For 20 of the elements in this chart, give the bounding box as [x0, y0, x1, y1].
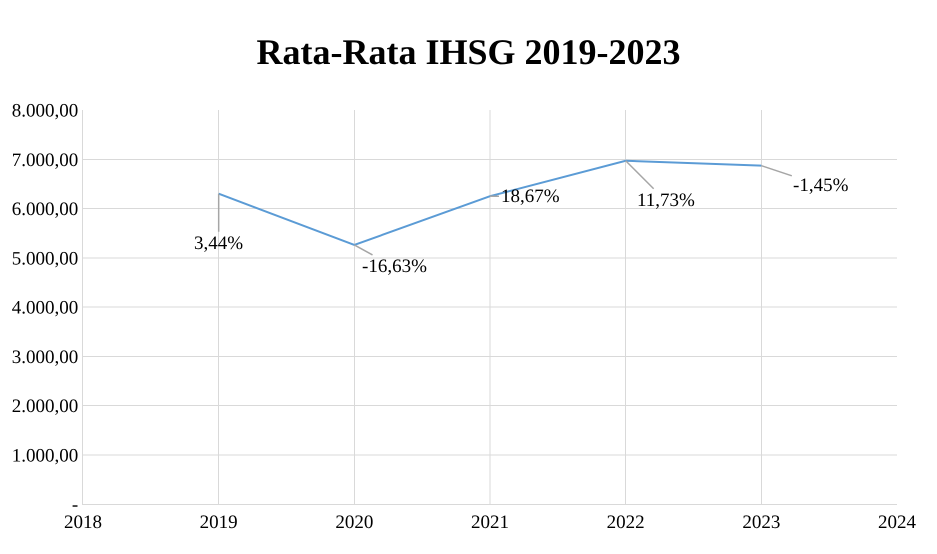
x-tick-label: 2021	[471, 512, 509, 533]
x-tick-label: 2022	[606, 512, 645, 533]
y-tick-label: 2.000,00	[12, 396, 78, 418]
annotation: -16,63%	[362, 256, 428, 277]
y-tick-label: 5.000,00	[12, 248, 78, 270]
x-tick-label: 2020	[335, 512, 374, 533]
x-tick-label: 2024	[878, 512, 916, 533]
annotation: 11,73%	[637, 190, 696, 211]
y-tick-label: 8.000,00	[12, 100, 78, 122]
annotation: 3,44%	[194, 233, 244, 254]
y-tick-label: 7.000,00	[12, 150, 78, 171]
chart-title: Rata-Rata IHSG 2019-2023	[256, 32, 680, 72]
y-tick-label: 1.000,00	[12, 445, 78, 466]
y-tick-label: 4.000,00	[12, 298, 78, 319]
annotation: -1,45%	[793, 175, 849, 196]
y-tick-label: 3.000,00	[12, 346, 78, 368]
x-tick-label: 2023	[742, 512, 780, 533]
annotation: 18,67%	[501, 186, 560, 207]
x-tick-label: 2019	[200, 512, 238, 533]
y-tick-label: 6.000,00	[12, 199, 78, 220]
